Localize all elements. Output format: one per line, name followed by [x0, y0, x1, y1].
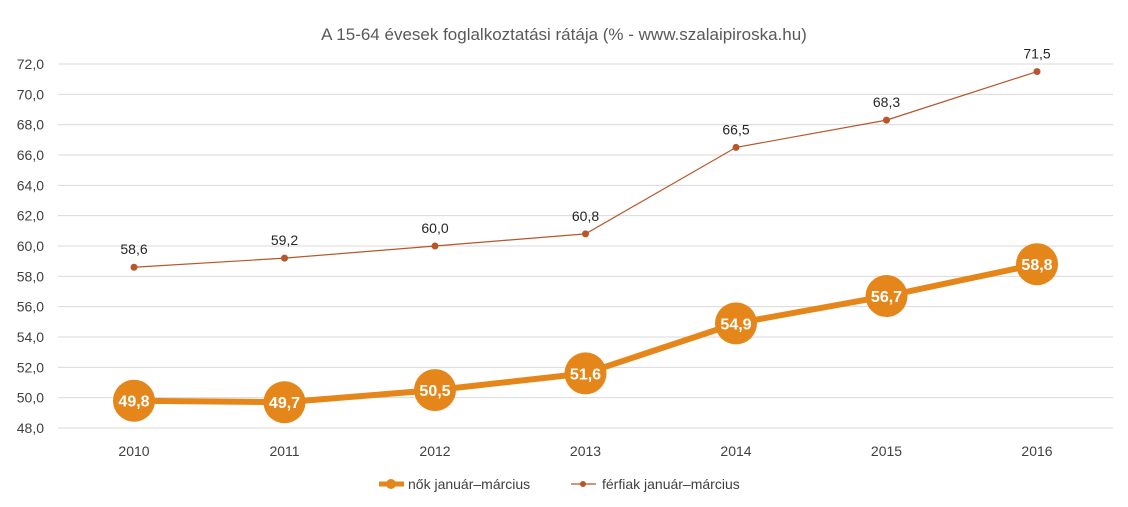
data-point-ferfiak: [732, 143, 740, 151]
data-point-nok: [414, 369, 456, 412]
data-label-nok: 49,7: [269, 395, 300, 412]
x-tick-label: 2012: [419, 443, 450, 459]
y-tick-label: 70,0: [17, 86, 44, 102]
gridlines: [58, 63, 1113, 429]
legend: nők január–március férfiak január–március: [379, 476, 740, 492]
legend-marker-ferfiak: [580, 481, 586, 487]
y-tick-label: 72,0: [17, 56, 44, 72]
data-point-ferfiak: [883, 116, 890, 124]
data-label-nok: 49,8: [118, 394, 149, 411]
y-tick-label: 52,0: [17, 359, 44, 375]
x-tick-label: 2015: [871, 443, 902, 459]
data-point-ferfiak: [281, 254, 288, 262]
y-tick-label: 56,0: [17, 299, 44, 315]
series-line-ferfiak: [133, 71, 1038, 268]
data-point-ferfiak: [1033, 68, 1041, 76]
x-tick-label: 2014: [720, 443, 751, 459]
y-tick-label: 58,0: [17, 268, 44, 284]
data-point-nok: [564, 352, 607, 395]
data-label-ferfiak: 66,5: [722, 121, 749, 137]
x-tick-label: 2013: [570, 443, 601, 459]
data-point-nok: [1016, 243, 1058, 286]
data-point-ferfiak: [130, 263, 138, 271]
data-point-ferfiak: [431, 242, 439, 250]
data-label-nok: 51,6: [570, 366, 601, 383]
series-layer: 58,6 59,2 60,0 60,8 66,5 68,3 71,5 49,8 49,7 50,5…: [113, 46, 1058, 424]
x-tick-label: 2010: [118, 443, 149, 459]
y-tick-label: 68,0: [17, 117, 44, 133]
data-point-ferfiak: [582, 230, 589, 238]
data-point-nok: [865, 275, 908, 318]
data-label-ferfiak: 60,8: [572, 208, 599, 224]
y-tick-label: 54,0: [17, 329, 44, 345]
data-label-nok: 50,5: [419, 383, 450, 400]
x-axis-ticks: 2010 2011 2012 2013 2014 2015 2016: [118, 443, 1052, 459]
data-label-nok: 56,7: [871, 289, 902, 306]
data-point-nok: [113, 379, 155, 422]
data-label-nok: 58,8: [1021, 257, 1052, 274]
data-point-nok: [263, 381, 306, 424]
data-label-ferfiak: 59,2: [271, 232, 298, 248]
data-label-ferfiak: 58,6: [120, 241, 147, 257]
legend-marker-nok: [386, 479, 396, 489]
data-label-ferfiak: 71,5: [1023, 46, 1050, 62]
y-tick-label: 62,0: [17, 208, 44, 224]
y-tick-label: 50,0: [17, 390, 44, 406]
y-axis-ticks: 48,0 50,0 52,0 54,0 56,0 58,0 60,0 62,0 64,0 66,0…: [17, 56, 44, 436]
chart-title: A 15-64 évesek foglalkoztatási rátája (%…: [321, 25, 807, 44]
legend-label-ferfiak: férfiak január–március: [602, 476, 740, 492]
data-label-nok: 54,9: [720, 316, 751, 333]
y-tick-label: 48,0: [17, 420, 44, 436]
x-tick-label: 2011: [269, 443, 299, 459]
data-label-ferfiak: 60,0: [421, 220, 448, 236]
y-tick-label: 64,0: [17, 177, 44, 193]
data-label-ferfiak: 68,3: [873, 94, 900, 110]
y-tick-label: 60,0: [17, 238, 44, 254]
x-tick-label: 2016: [1021, 443, 1052, 459]
data-point-nok: [715, 302, 757, 345]
y-tick-label: 66,0: [17, 147, 44, 163]
legend-label-nok: nők január–március: [408, 476, 530, 492]
